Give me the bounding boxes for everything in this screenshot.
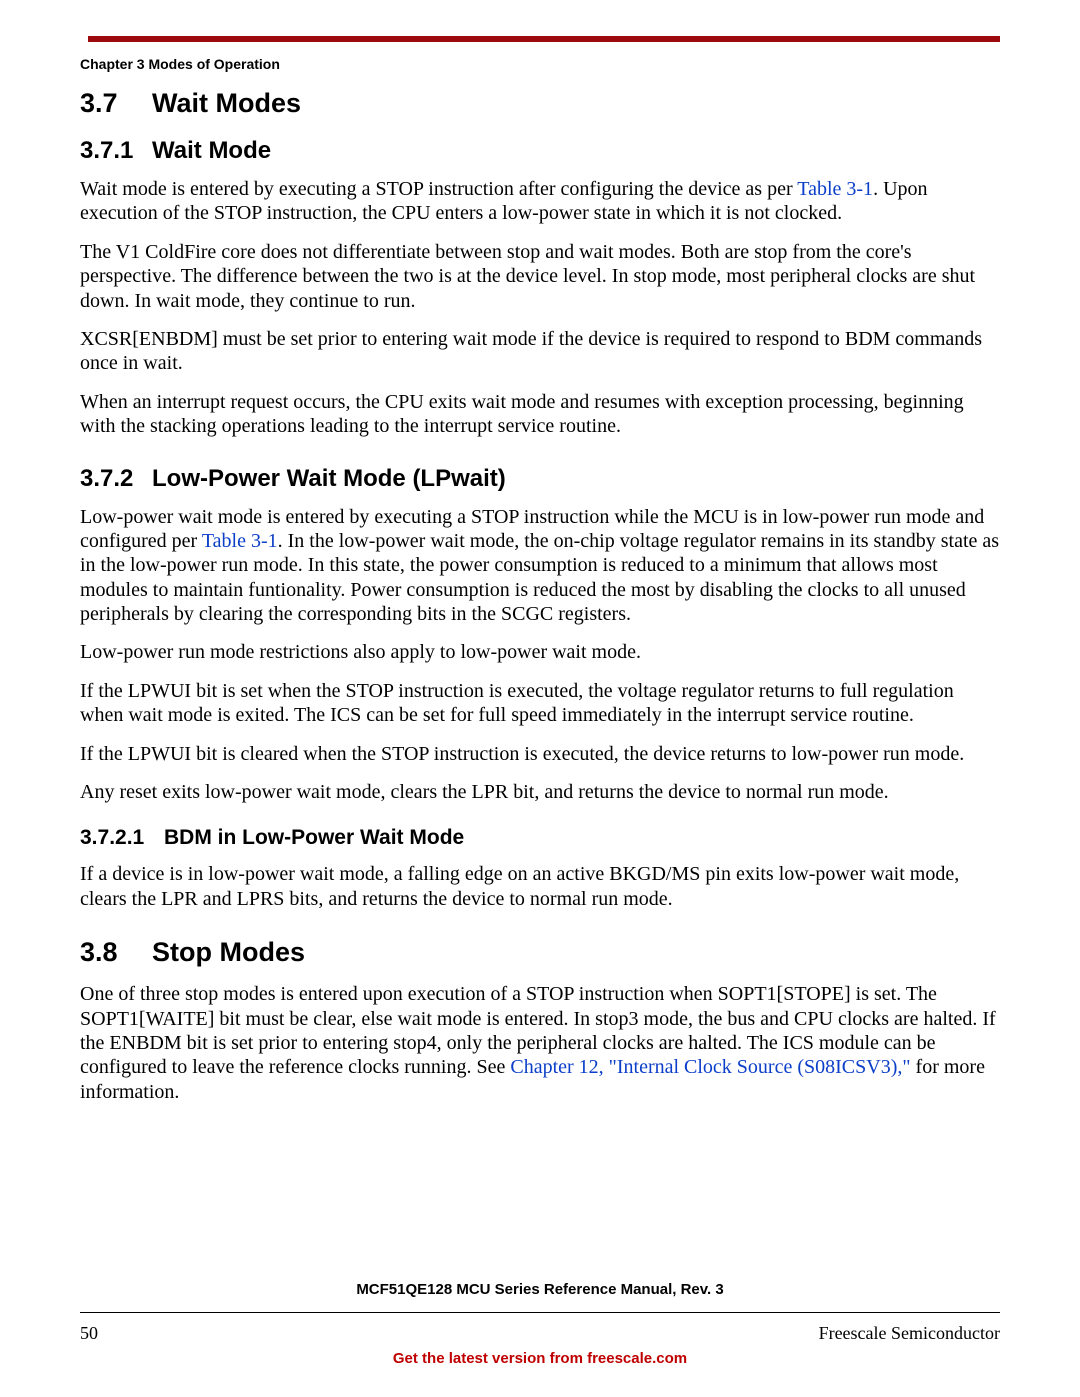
company-name: Freescale Semiconductor <box>819 1323 1000 1344</box>
heading-number: 3.7.2.1 <box>80 826 164 850</box>
footer-rule <box>80 1312 1000 1313</box>
paragraph: Low-power wait mode is entered by execut… <box>80 505 1000 627</box>
xref-table-3-1[interactable]: Table 3-1 <box>202 530 278 552</box>
heading-3-7-2: 3.7.2Low-Power Wait Mode (LPwait) <box>80 465 1000 493</box>
paragraph: Any reset exits low-power wait mode, cle… <box>80 780 1000 804</box>
footer-link[interactable]: Get the latest version from freescale.co… <box>80 1350 1000 1367</box>
xref-chapter-12[interactable]: Chapter 12, "Internal Clock Source (S08I… <box>510 1056 910 1078</box>
header-rule <box>88 36 1000 42</box>
heading-number: 3.7 <box>80 88 152 119</box>
heading-number: 3.8 <box>80 937 152 968</box>
paragraph: When an interrupt request occurs, the CP… <box>80 390 1000 439</box>
page-number: 50 <box>80 1323 98 1344</box>
paragraph: One of three stop modes is entered upon … <box>80 982 1000 1104</box>
paragraph: If a device is in low-power wait mode, a… <box>80 862 1000 911</box>
heading-3-7: 3.7Wait Modes <box>80 88 1000 119</box>
paragraph: If the LPWUI bit is set when the STOP in… <box>80 679 1000 728</box>
paragraph: Wait mode is entered by executing a STOP… <box>80 177 1000 226</box>
heading-number: 3.7.1 <box>80 137 152 165</box>
footer-row: 50 Freescale Semiconductor <box>80 1323 1000 1344</box>
heading-title: Wait Mode <box>152 137 271 164</box>
heading-3-7-2-1: 3.7.2.1BDM in Low-Power Wait Mode <box>80 826 1000 850</box>
heading-3-8: 3.8Stop Modes <box>80 937 1000 968</box>
xref-table-3-1[interactable]: Table 3-1 <box>797 178 873 200</box>
heading-title: Low-Power Wait Mode (LPwait) <box>152 465 506 492</box>
heading-title: Wait Modes <box>152 88 301 118</box>
heading-title: Stop Modes <box>152 937 305 967</box>
chapter-header: Chapter 3 Modes of Operation <box>80 56 1000 72</box>
paragraph-text: Wait mode is entered by executing a STOP… <box>80 178 797 200</box>
paragraph: Low-power run mode restrictions also app… <box>80 640 1000 664</box>
paragraph: The V1 ColdFire core does not differenti… <box>80 240 1000 313</box>
page-container: Chapter 3 Modes of Operation 3.7Wait Mod… <box>0 0 1080 1397</box>
page-footer: MCF51QE128 MCU Series Reference Manual, … <box>80 1257 1000 1367</box>
heading-3-7-1: 3.7.1Wait Mode <box>80 137 1000 165</box>
heading-number: 3.7.2 <box>80 465 152 493</box>
heading-title: BDM in Low-Power Wait Mode <box>164 826 464 849</box>
paragraph: XCSR[ENBDM] must be set prior to enterin… <box>80 327 1000 376</box>
paragraph: If the LPWUI bit is cleared when the STO… <box>80 742 1000 766</box>
footer-doc-title: MCF51QE128 MCU Series Reference Manual, … <box>80 1281 1000 1298</box>
